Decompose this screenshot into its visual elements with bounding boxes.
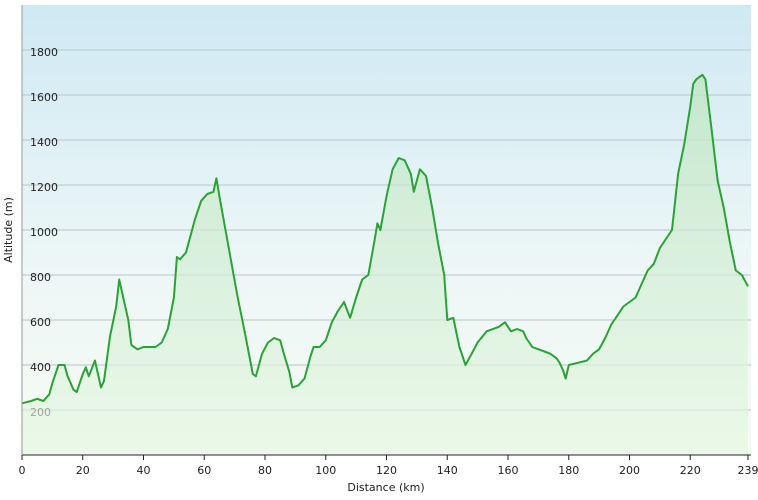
y-tick-label: 600 bbox=[30, 316, 51, 329]
x-tick-label: 20 bbox=[76, 464, 90, 477]
y-axis-label: Altitude (m) bbox=[2, 197, 15, 263]
x-tick-label: 180 bbox=[558, 464, 579, 477]
x-tick-label: 100 bbox=[315, 464, 336, 477]
y-tick-label: 1200 bbox=[30, 181, 58, 194]
y-tick-label: 400 bbox=[30, 361, 51, 374]
y-tick-label: 800 bbox=[30, 271, 51, 284]
x-tick-label: 40 bbox=[137, 464, 151, 477]
line bbox=[21, 73, 749, 405]
x-tick-label: 239 bbox=[737, 464, 758, 477]
y-tick-label: 1400 bbox=[30, 136, 58, 149]
y-tick-label: 1600 bbox=[30, 91, 58, 104]
x-tick-label: 140 bbox=[437, 464, 458, 477]
x-tick-label: 220 bbox=[680, 464, 701, 477]
x-axis-label: Distance (km) bbox=[347, 481, 424, 494]
y-tick-label: 1000 bbox=[30, 226, 58, 239]
x-tick-label: 60 bbox=[197, 464, 211, 477]
x-tick-label: 120 bbox=[376, 464, 397, 477]
x-tick-label: 160 bbox=[498, 464, 519, 477]
x-tick-label: 0 bbox=[19, 464, 26, 477]
y-tick-label: 1800 bbox=[30, 46, 58, 59]
x-tick-label: 80 bbox=[258, 464, 272, 477]
x-tick-label: 200 bbox=[619, 464, 640, 477]
area bbox=[22, 74, 748, 456]
